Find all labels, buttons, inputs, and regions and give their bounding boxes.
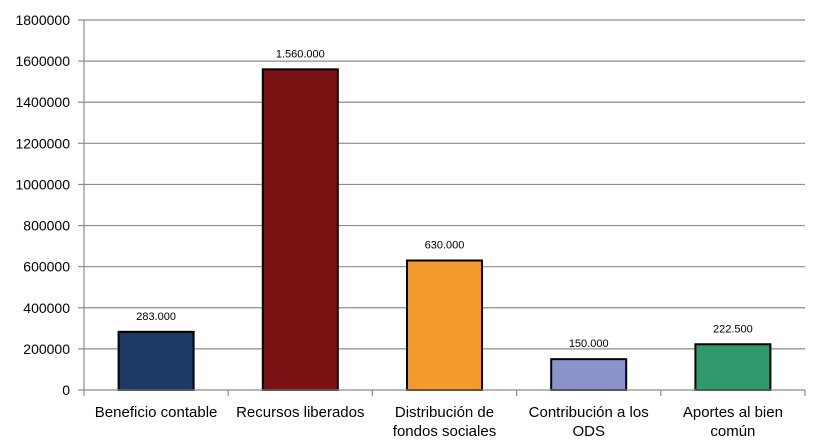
y-tick-label: 1800000 [15,12,70,28]
data-label: 150.000 [569,338,609,350]
y-tick-label: 400000 [23,300,70,316]
data-label: 1.560.000 [276,48,325,60]
category-label: Recursos liberados [236,404,364,421]
gridlines [84,19,805,350]
bar [261,68,339,391]
data-label: 630.000 [425,240,465,252]
data-label: 222.500 [713,323,753,335]
bar [694,343,772,391]
data-label: 283.000 [136,311,176,323]
x-axis-labels: Beneficio contable Recursos liberados Dist… [95,404,783,440]
y-tick-label: 1200000 [15,135,70,151]
category-label: fondos sociales [393,423,496,440]
y-tick-label: 1000000 [15,176,70,192]
y-tick-label: 1400000 [15,94,70,110]
y-tick-label: 800000 [23,218,70,234]
y-tick-label: 1600000 [15,53,70,69]
y-tick-label: 0 [62,382,70,398]
category-label: Contribución a los [529,404,649,421]
bars [117,68,772,392]
y-tick-label: 200000 [23,341,70,357]
category-label: Beneficio contable [95,404,218,421]
category-label: ODS [572,423,605,440]
bar [117,330,195,392]
bar [550,358,628,391]
category-label: común [710,423,755,440]
data-labels: 283.000 1.560.000 630.000 150.000 222.500 [136,48,753,350]
axes [78,19,806,396]
bar [406,259,483,391]
category-label: Aportes al bien [683,404,783,421]
y-tick-label: 600000 [23,259,70,275]
y-axis-ticks: 0 200000 400000 600000 800000 1000000 1200000 1… [15,12,70,398]
category-label: Distribución de [395,404,494,421]
